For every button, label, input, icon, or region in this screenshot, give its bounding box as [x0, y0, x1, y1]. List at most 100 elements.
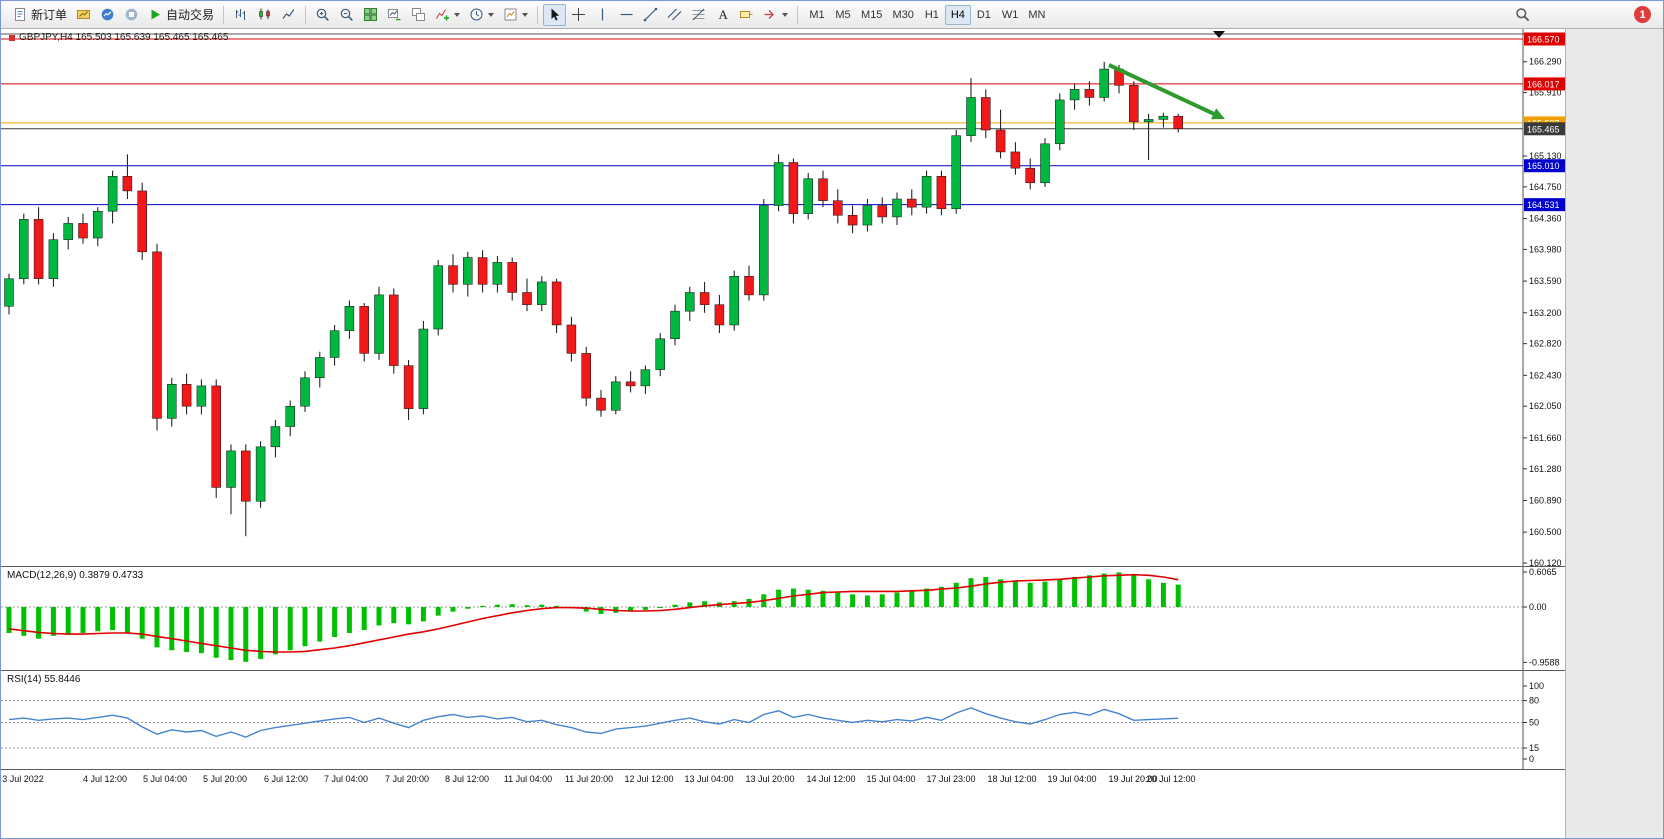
svg-text:0: 0 [1529, 754, 1534, 764]
time-axis-label: 19 Jul 20:00 [1108, 774, 1158, 784]
shapes-icon [764, 10, 774, 19]
bar-chart-button[interactable] [229, 4, 252, 26]
svg-text:161.660: 161.660 [1529, 433, 1562, 443]
cursor-button[interactable] [543, 3, 567, 26]
workspace: 166.290 165.910 165.130 164.750 164.360 163.9… [1, 29, 1663, 838]
market-watch-icon [101, 8, 114, 21]
candle-chart-icon [259, 8, 270, 20]
timeframe-m30-button[interactable]: M30 [887, 5, 918, 25]
chart-list-icon [412, 8, 426, 21]
macd-chart-svg[interactable]: 0.6065 0.00 -0.9588 [1, 567, 1565, 670]
svg-text:160.120: 160.120 [1529, 558, 1562, 566]
candlestick-button[interactable] [253, 4, 276, 26]
vertical-line-button[interactable] [591, 4, 614, 26]
dropdown-caret-icon [488, 12, 495, 17]
new-chart-button[interactable] [383, 4, 406, 26]
svg-text:164.750: 164.750 [1529, 182, 1562, 192]
main-toolbar: 新订单 自动交易 A M1 M5 M15 M30 H1 H4 D1 W1 MN 1 [1, 1, 1663, 29]
toolbar-separator [223, 5, 225, 24]
tile-windows-button[interactable] [359, 4, 382, 26]
macd-values: 0.3879 0.4733 [79, 570, 144, 581]
new-order-button[interactable]: 新订单 [9, 4, 71, 26]
timeframe-m5-button[interactable]: M5 [830, 5, 856, 25]
time-axis-label: 4 Jul 12:00 [82, 774, 128, 784]
timeframe-m15-button[interactable]: M15 [856, 5, 887, 25]
svg-text:164.360: 164.360 [1529, 214, 1562, 224]
tile-windows-icon [364, 8, 378, 22]
timeframe-h1-button[interactable]: H1 [919, 5, 945, 25]
channel-icon [667, 8, 682, 21]
dock-area [1565, 29, 1663, 838]
time-axis-label: 8 Jul 12:00 [444, 774, 490, 784]
chart-title-text: GBPJPY,H4 165.503 165.639 165.465 165.46… [19, 32, 229, 43]
toolbar-buttons: 新订单 自动交易 A [9, 3, 802, 26]
price-chart-area[interactable]: 166.290 165.910 165.130 164.750 164.360 163.9… [1, 29, 1565, 566]
timeframe-d1-button[interactable]: D1 [971, 5, 997, 25]
channel-button[interactable] [663, 4, 686, 26]
indicators-button[interactable] [431, 4, 464, 26]
bar-chart-icon [236, 9, 246, 20]
svg-text:15: 15 [1529, 743, 1539, 753]
timeframe-w1-button[interactable]: W1 [997, 5, 1024, 25]
zoom-out-button[interactable] [335, 4, 358, 26]
time-axis-label: 7 Jul 20:00 [384, 774, 430, 784]
svg-text:165.130: 165.130 [1529, 151, 1562, 161]
rsi-value: 55.8446 [44, 674, 81, 685]
trendline-icon [643, 7, 658, 22]
time-axis-label: 18 Jul 12:00 [987, 774, 1037, 784]
rsi-panel-label: RSI(14) 55.8446 [7, 674, 80, 685]
zoom-in-icon [316, 8, 329, 21]
macd-panel[interactable]: 0.6065 0.00 -0.9588 MACD(12,26,9) 0.3879 0… [1, 566, 1565, 670]
hline-icon [620, 13, 633, 16]
charts-profile-button[interactable] [72, 4, 95, 26]
label-button[interactable] [735, 4, 758, 26]
periods-button[interactable] [465, 4, 498, 26]
time-axis-label: 3 Jul 2022 [2, 774, 44, 784]
indicators-icon [436, 9, 450, 21]
text-icon: A [719, 7, 729, 22]
templates-button[interactable] [499, 4, 532, 26]
time-axis-label: 7 Jul 04:00 [323, 774, 369, 784]
fibonacci-button[interactable] [687, 4, 710, 26]
chart-window: 166.290 165.910 165.130 164.750 164.360 163.9… [1, 29, 1565, 838]
svg-text:162.820: 162.820 [1529, 339, 1562, 349]
zoom-in-button[interactable] [311, 4, 334, 26]
svg-text:165.910: 165.910 [1529, 88, 1562, 98]
rsi-panel[interactable]: 100 80 50 15 0 RSI(14) 55.8446 [1, 670, 1565, 769]
rsi-label: RSI(14) [7, 674, 42, 685]
chart-list-button[interactable] [407, 4, 430, 26]
time-axis-label: 11 Jul 04:00 [503, 774, 553, 784]
chart-title: GBPJPY,H4 165.503 165.639 165.465 165.46… [9, 32, 228, 43]
crosshair-button[interactable] [567, 4, 590, 26]
toolbar-separator [305, 5, 307, 24]
timeframe-h4-button[interactable]: H4 [944, 4, 971, 25]
main-chart-svg[interactable]: 166.290 165.910 165.130 164.750 164.360 163.9… [1, 29, 1565, 566]
notification-badge[interactable]: 1 [1634, 6, 1651, 23]
timeframe-m1-button[interactable]: M1 [804, 5, 830, 25]
data-window-button[interactable] [120, 4, 143, 26]
rsi-chart-svg[interactable]: 100 80 50 150 [1, 671, 1565, 769]
text-button[interactable]: A [711, 4, 734, 26]
line-chart-button[interactable] [277, 4, 300, 26]
search-icon [1516, 8, 1530, 22]
new-order-icon [15, 8, 25, 21]
auto-trading-button[interactable]: 自动交易 [144, 4, 218, 26]
time-axis-label: 13 Jul 20:00 [745, 774, 795, 784]
profiles-icon [77, 10, 91, 19]
new-chart-icon [388, 9, 401, 21]
time-axis[interactable]: 3 Jul 2022 4 Jul 12:00 5 Jul 04:00 5 Jul 20… [1, 769, 1565, 788]
horizontal-line-button[interactable] [615, 4, 638, 26]
vline-icon [601, 8, 604, 21]
macd-label: MACD(12,26,9) [7, 570, 77, 581]
timeframe-mn-button[interactable]: MN [1023, 5, 1050, 25]
bottom-space [1, 788, 1565, 838]
templates-icon [504, 8, 517, 21]
market-watch-button[interactable] [96, 4, 119, 26]
search-button[interactable] [1511, 4, 1534, 26]
dropdown-caret-icon [454, 12, 461, 17]
svg-text:163.590: 163.590 [1529, 276, 1562, 286]
time-axis-label: 6 Jul 12:00 [263, 774, 309, 784]
toolbar-separator [797, 5, 799, 24]
trendline-button[interactable] [639, 4, 662, 26]
shapes-button[interactable] [759, 4, 792, 26]
